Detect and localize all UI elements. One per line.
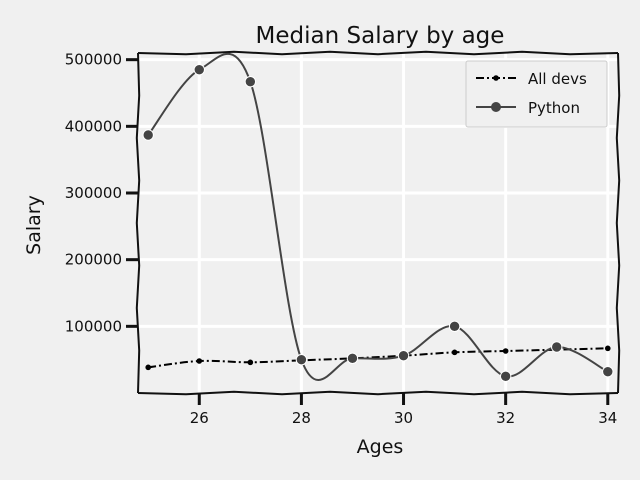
data-point-all-devs xyxy=(451,349,458,356)
data-point-python xyxy=(551,341,563,353)
y-tick-label: 100000 xyxy=(65,317,122,335)
series-line-all-devs xyxy=(148,347,608,369)
data-point-python xyxy=(193,63,205,76)
x-tick-label: 32 xyxy=(496,409,515,427)
axis-bottom xyxy=(137,390,619,396)
y-tick-label: 400000 xyxy=(65,117,122,135)
y-tick-label: 300000 xyxy=(65,184,122,202)
ticks: 26 28 30 32 34 100000 200000 300000 400000 500000 xyxy=(65,51,618,427)
data-point-all-devs xyxy=(145,364,152,371)
legend: All devs Python xyxy=(465,60,608,128)
data-point-all-devs xyxy=(604,345,611,352)
data-point-python xyxy=(397,349,410,362)
y-tick-label: 200000 xyxy=(65,251,122,269)
x-tick-label: 34 xyxy=(598,409,617,427)
data-point-python xyxy=(448,320,461,333)
legend-label-python: Python xyxy=(528,99,580,117)
data-point-python xyxy=(295,353,308,366)
x-tick-label: 28 xyxy=(292,409,311,427)
legend-marker-python xyxy=(491,102,501,112)
data-point-python xyxy=(244,75,257,88)
data-point-all-devs xyxy=(247,359,254,366)
data-point-python xyxy=(346,352,359,365)
x-tick-label: 30 xyxy=(394,409,413,427)
chart-title: Median Salary by age xyxy=(256,23,505,49)
x-axis-label: Ages xyxy=(357,436,404,458)
data-point-python xyxy=(499,370,512,383)
axes-frame xyxy=(135,50,621,396)
grid xyxy=(138,53,618,393)
legend-marker-all-devs xyxy=(493,75,499,81)
x-tick-label: 26 xyxy=(190,409,209,427)
y-tick-label: 500000 xyxy=(65,51,122,69)
series xyxy=(142,52,614,383)
axis-top xyxy=(137,50,619,56)
data-point-python xyxy=(142,129,154,141)
axis-right xyxy=(615,52,621,394)
axis-left xyxy=(135,52,141,394)
data-point-python xyxy=(602,365,614,378)
data-point-all-devs xyxy=(502,348,509,354)
y-axis-label: Salary xyxy=(23,195,45,255)
legend-label-all-devs: All devs xyxy=(528,70,587,88)
data-point-all-devs xyxy=(196,358,203,364)
legend-box xyxy=(465,60,608,128)
